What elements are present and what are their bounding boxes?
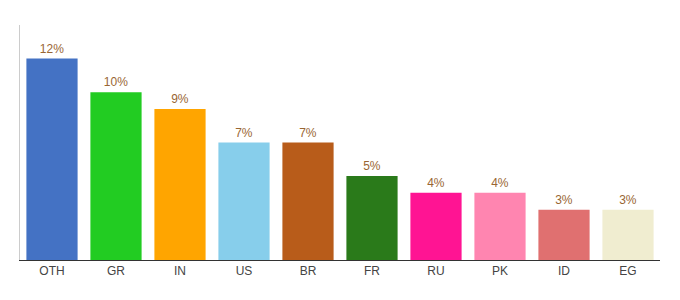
svg-text:EG: EG: [619, 264, 636, 278]
svg-text:PK: PK: [492, 264, 508, 278]
svg-text:BR: BR: [300, 264, 317, 278]
svg-text:7%: 7%: [235, 126, 253, 140]
svg-text:7%: 7%: [299, 126, 317, 140]
svg-text:4%: 4%: [427, 176, 445, 190]
svg-text:12%: 12%: [40, 42, 64, 56]
svg-text:IN: IN: [174, 264, 186, 278]
svg-text:GR: GR: [107, 264, 125, 278]
svg-text:3%: 3%: [555, 193, 573, 207]
svg-text:FR: FR: [364, 264, 380, 278]
svg-text:10%: 10%: [104, 75, 128, 89]
svg-text:9%: 9%: [171, 92, 189, 106]
svg-text:US: US: [236, 264, 253, 278]
svg-text:3%: 3%: [619, 193, 637, 207]
svg-text:4%: 4%: [491, 176, 509, 190]
svg-text:ID: ID: [558, 264, 570, 278]
svg-text:OTH: OTH: [39, 264, 64, 278]
svg-text:5%: 5%: [363, 159, 381, 173]
svg-text:RU: RU: [427, 264, 444, 278]
